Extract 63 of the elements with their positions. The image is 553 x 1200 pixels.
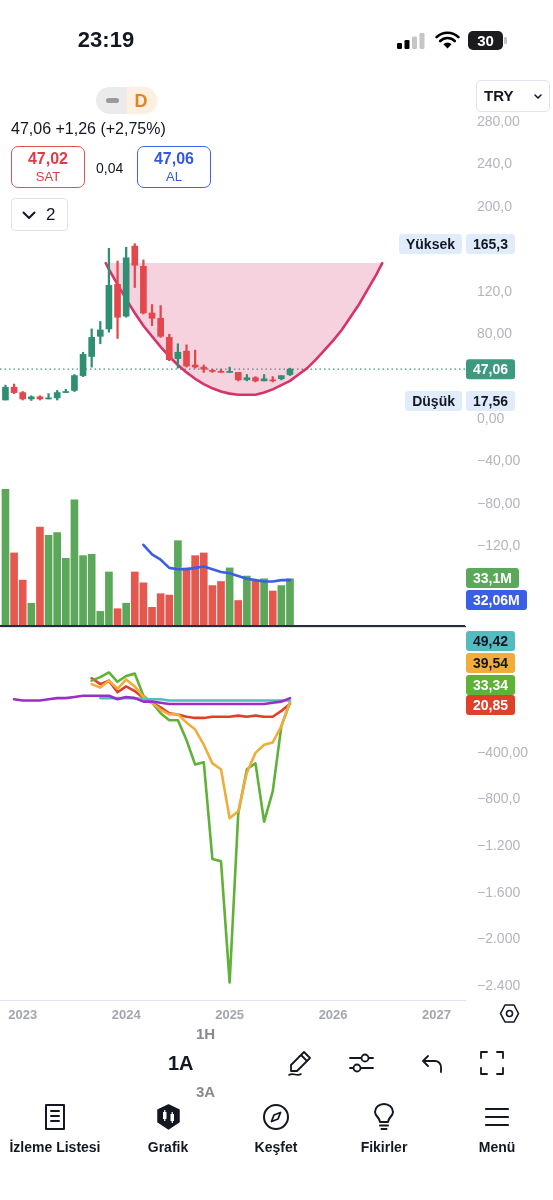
y-tick-label: −80,00 bbox=[477, 494, 521, 511]
x-tick-label: 2027 bbox=[422, 1007, 452, 1023]
y-tick-label: 200,0 bbox=[477, 197, 513, 214]
text: Menü bbox=[477, 1139, 517, 1155]
currency-dropdown: TRY bbox=[476, 80, 550, 112]
annotation: AL bbox=[165, 169, 183, 184]
annotation: Düşük bbox=[405, 391, 462, 411]
bar bbox=[268, 590, 277, 625]
text: 33,1M bbox=[466, 568, 519, 588]
text: 1A bbox=[168, 1052, 194, 1074]
annotation: SAT bbox=[34, 169, 62, 184]
y-tick-label: −2.000 bbox=[477, 930, 521, 947]
x-tick-label: 2024 bbox=[111, 1007, 142, 1023]
y-tick-label: 120,0 bbox=[477, 282, 513, 299]
annotation: 2 bbox=[46, 205, 56, 224]
sell-button: 47,02 SAT bbox=[11, 146, 85, 188]
y-tick-label: −1.600 bbox=[477, 883, 521, 900]
text: Fikirler bbox=[359, 1139, 409, 1155]
y-tick-label: −40,00 bbox=[477, 452, 521, 469]
bar bbox=[113, 608, 122, 625]
bar bbox=[27, 602, 36, 625]
ref-line-label: 47,06 bbox=[473, 361, 509, 378]
text: 17,56 bbox=[466, 391, 516, 411]
bar bbox=[243, 575, 251, 625]
toggle-pill: D bbox=[96, 87, 157, 114]
text: İzleme Listesi bbox=[8, 1139, 102, 1155]
x-tick-label: 2023 bbox=[8, 1007, 38, 1023]
y-tick-label: −1.200 bbox=[477, 837, 521, 853]
y-tick-label: −120,0 bbox=[477, 537, 521, 554]
bar bbox=[234, 600, 243, 625]
bar bbox=[1, 489, 10, 625]
bar bbox=[122, 602, 130, 625]
text: 1H bbox=[196, 1025, 216, 1042]
y-tick-label: −2.400 bbox=[477, 976, 521, 993]
dropdown-button: 2 bbox=[11, 198, 68, 231]
x-tick-label: 2026 bbox=[318, 1007, 348, 1023]
buy-button: 47,06 AL bbox=[137, 146, 211, 188]
annotation: 0,04 bbox=[96, 160, 124, 176]
text: 32,06M bbox=[466, 590, 527, 610]
text: 3A bbox=[196, 1083, 216, 1100]
x-tick-label: 2025 bbox=[215, 1007, 245, 1023]
annotation: 47,06 +1,26 (+2,75%) bbox=[11, 120, 166, 137]
text: 165,3 bbox=[466, 234, 516, 254]
bar bbox=[174, 540, 182, 625]
annotation: 47,02 bbox=[26, 150, 69, 167]
annotation: 47,06 bbox=[152, 150, 195, 167]
y-tick-label: 240,0 bbox=[477, 155, 513, 172]
text: 20,85 bbox=[466, 695, 516, 715]
annotation: Yüksek bbox=[398, 234, 462, 254]
bar bbox=[36, 526, 44, 625]
text: 33,34 bbox=[466, 675, 516, 695]
text: 49,42 bbox=[466, 631, 516, 651]
y-tick-label: −400,00 bbox=[477, 743, 529, 760]
text: Keşfet bbox=[253, 1139, 299, 1155]
y-tick-label: −800,0 bbox=[477, 790, 521, 807]
y-tick-label: 0,00 bbox=[477, 409, 505, 426]
y-tick-label: 280,00 bbox=[477, 112, 521, 129]
text: 39,54 bbox=[466, 653, 516, 673]
bar bbox=[260, 578, 268, 625]
y-tick-label: 80,00 bbox=[477, 325, 513, 342]
candlestick bbox=[226, 366, 233, 373]
text: 23:19 bbox=[76, 27, 136, 52]
text: Grafik bbox=[146, 1139, 190, 1155]
